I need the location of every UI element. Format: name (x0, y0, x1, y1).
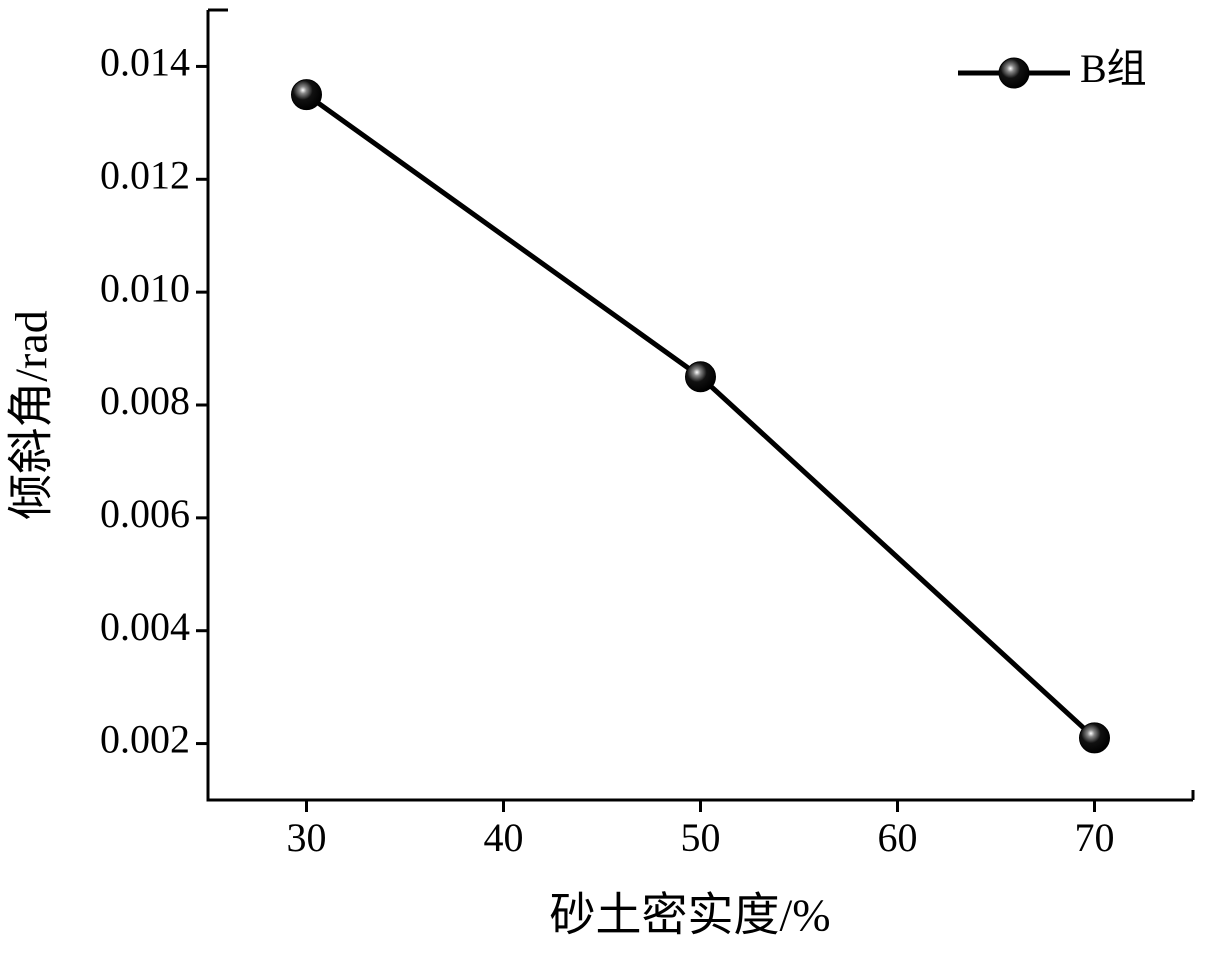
series-line (305, 92, 1097, 740)
axes (206, 10, 1193, 802)
x-tick-label: 50 (681, 815, 721, 860)
data-point (685, 361, 716, 393)
legend-label: B组 (1080, 46, 1147, 91)
legend-marker (998, 57, 1030, 89)
y-tick-label: 0.010 (100, 265, 190, 310)
y-tick-label: 0.004 (100, 604, 190, 649)
y-tick-label: 0.012 (100, 152, 190, 197)
x-tick-label: 70 (1075, 815, 1115, 860)
x-tick-label: 40 (484, 815, 524, 860)
x-tick-label: 60 (878, 815, 918, 860)
y-axis-title: 倾斜角/rad (6, 310, 57, 520)
data-point (291, 79, 322, 111)
x-tick-label: 30 (287, 815, 327, 860)
y-tick-label: 0.002 (100, 717, 190, 762)
x-axis-title: 砂土密实度/% (549, 890, 830, 941)
data-point (1079, 722, 1110, 754)
y-tick-label: 0.006 (100, 491, 190, 536)
y-tick-label: 0.008 (100, 378, 190, 423)
y-tick-label: 0.014 (100, 40, 190, 85)
